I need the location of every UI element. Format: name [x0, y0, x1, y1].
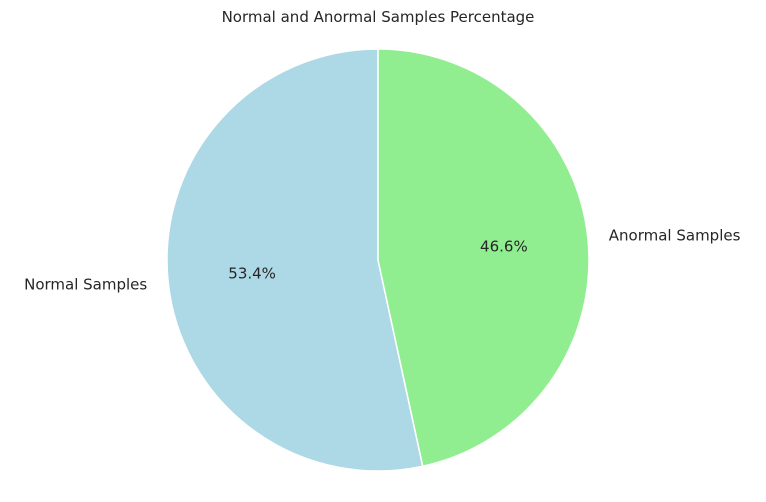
pie-slices	[166, 48, 590, 472]
pie-labels: 53.4% Normal Samples 46.6% Anormal Samples	[24, 226, 740, 293]
chart-title: Normal and Anormal Samples Percentage	[222, 8, 535, 26]
slice-percent-label: 46.6%	[480, 238, 528, 256]
pie-slice-normal-samples	[166, 48, 424, 472]
slice-category-label: Anormal Samples	[609, 226, 741, 244]
pie-slice-anormal-samples	[377, 48, 590, 468]
slice-category-label: Normal Samples	[24, 276, 147, 294]
slice-percent-label: 53.4%	[228, 264, 276, 282]
